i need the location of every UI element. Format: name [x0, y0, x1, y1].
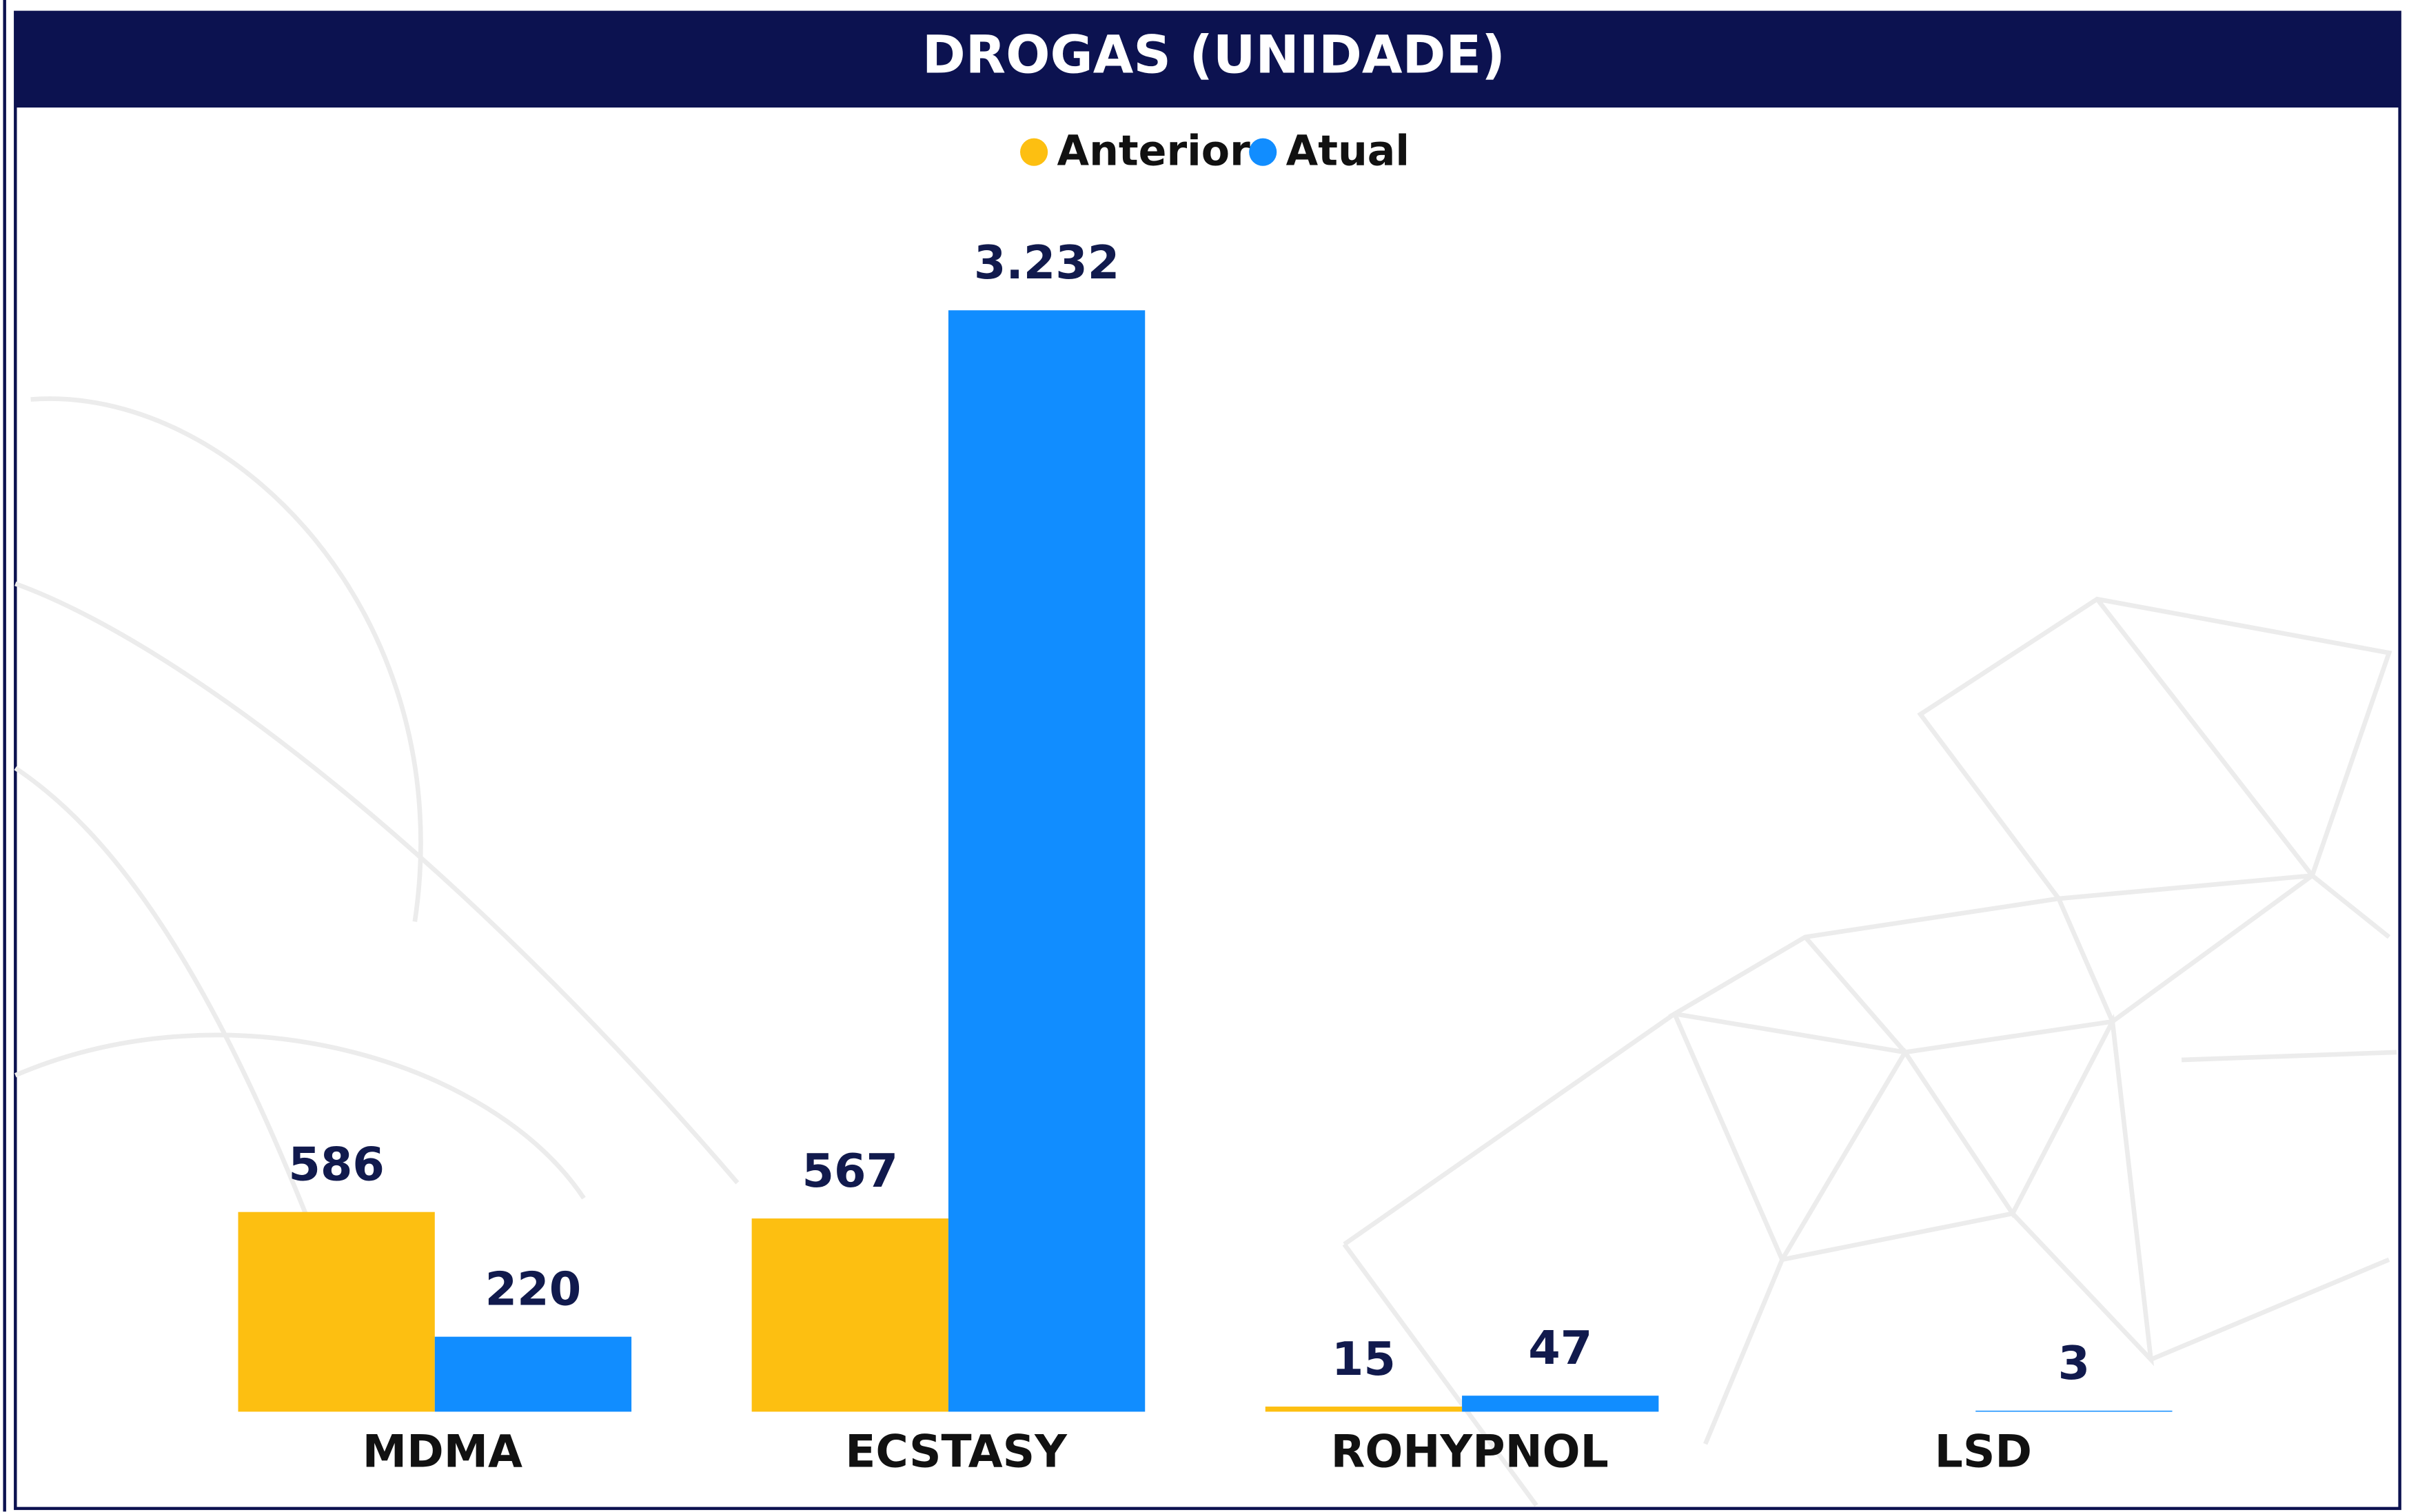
bar: [1462, 1396, 1659, 1412]
x-tick-label: ROHYPNOL: [1331, 1426, 1609, 1478]
data-label: 15: [1332, 1332, 1396, 1386]
bar: [948, 310, 1146, 1412]
legend-label: Atual: [1286, 127, 1410, 175]
legend-marker: [1020, 138, 1048, 166]
data-label: 567: [802, 1144, 898, 1198]
data-label: 47: [1528, 1321, 1592, 1375]
data-label: 220: [485, 1263, 582, 1316]
bar: [238, 1212, 435, 1412]
legend-label: Anterior: [1057, 127, 1251, 175]
background-pattern: [14, 396, 2397, 1507]
x-tick-label: ECSTASY: [845, 1426, 1068, 1478]
bar: [434, 1336, 632, 1412]
data-label: 3.232: [974, 236, 1119, 289]
title-bar: [15, 12, 2400, 108]
bar: [751, 1218, 948, 1412]
data-label: 3: [2058, 1336, 2091, 1390]
bar: [1265, 1407, 1463, 1412]
x-tick-label: MDMA: [363, 1426, 522, 1478]
data-label: 586: [288, 1138, 385, 1192]
x-tick-label: LSD: [1935, 1426, 2032, 1478]
chart-title: DROGAS (UNIDADE): [922, 25, 1505, 85]
legend-marker: [1249, 138, 1277, 166]
